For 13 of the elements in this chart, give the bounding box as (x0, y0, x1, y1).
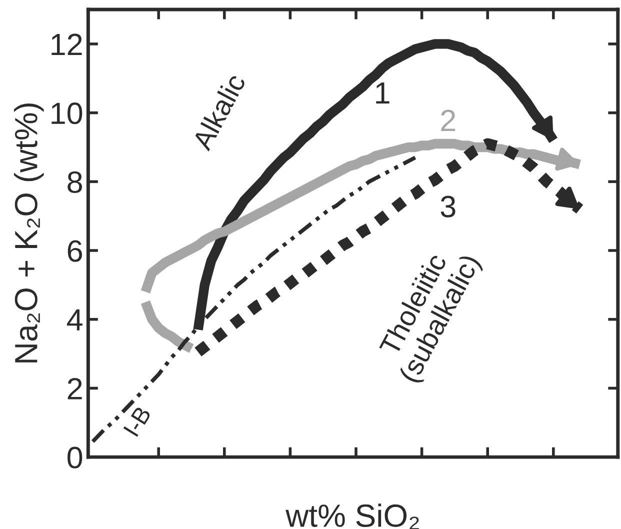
y-tick-label: 4 (67, 309, 82, 330)
y-axis-title: Na₂O + K₂O (wt%) (14, 104, 44, 362)
y-tick-label: 12 (52, 34, 82, 56)
series-label: 1 (376, 82, 390, 104)
y-tick-label: 8 (68, 171, 82, 194)
y-tick-label: 6 (68, 240, 82, 262)
y-tick-label: 2 (68, 378, 82, 400)
text: I-B (123, 406, 152, 437)
series-label: 3 (440, 196, 456, 218)
x-axis-title: wt% SiO₂ (286, 504, 419, 529)
y-tick-label: 10 (52, 102, 82, 124)
series-label: 2 (441, 110, 456, 132)
y-tick-label: 0 (68, 446, 82, 468)
